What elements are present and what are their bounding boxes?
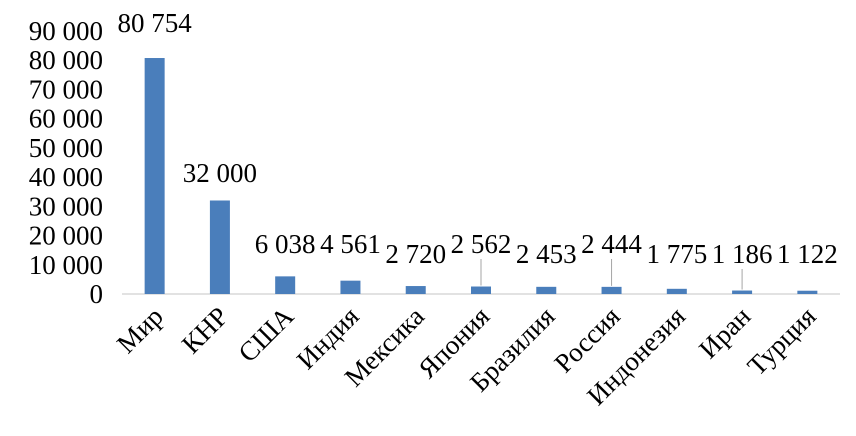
data-label: 1 775 bbox=[646, 239, 707, 269]
leader-lines-group bbox=[480, 259, 743, 290]
bar bbox=[536, 286, 557, 294]
bar bbox=[797, 290, 818, 294]
category-label: Турция bbox=[741, 301, 821, 381]
y-tick-label: 0 bbox=[90, 279, 104, 309]
y-tick-label: 60 000 bbox=[29, 104, 103, 134]
data-labels-group: 80 754 32 000 6 038 4 561 2 720 2 562 2 453 2 4… bbox=[118, 8, 838, 269]
bar bbox=[405, 286, 426, 294]
y-tick-label: 70 000 bbox=[29, 74, 103, 104]
data-label: 6 038 bbox=[255, 229, 316, 259]
y-tick-label: 20 000 bbox=[29, 221, 103, 251]
bar bbox=[732, 290, 753, 294]
bars-group bbox=[144, 58, 818, 294]
y-tick-label: 80 000 bbox=[29, 45, 103, 75]
y-tick-label: 30 000 bbox=[29, 191, 103, 221]
category-label: КНР bbox=[176, 301, 234, 359]
bar bbox=[275, 276, 296, 294]
data-label: 2 453 bbox=[516, 239, 577, 269]
data-label: 32 000 bbox=[183, 158, 257, 188]
category-label: США bbox=[232, 301, 299, 368]
data-label: 2 720 bbox=[385, 239, 446, 269]
data-label: 4 561 bbox=[320, 229, 381, 259]
data-label: 1 122 bbox=[777, 239, 838, 269]
y-tick-label: 40 000 bbox=[29, 162, 103, 192]
y-tick-label: 90 000 bbox=[29, 16, 103, 46]
bar bbox=[340, 280, 361, 294]
data-label: 80 754 bbox=[118, 8, 193, 38]
bar bbox=[144, 58, 165, 294]
data-label: 2 562 bbox=[451, 229, 512, 259]
bar bbox=[471, 286, 491, 294]
data-label: 2 444 bbox=[581, 229, 642, 259]
category-labels-group: Мир КНРСШАИндияМексикаЯпонияБразилияРосси… bbox=[111, 301, 822, 411]
bar bbox=[666, 288, 687, 294]
y-tick-label: 10 000 bbox=[29, 250, 103, 280]
data-label: 1 186 bbox=[712, 239, 773, 269]
y-tick-label: 50 000 bbox=[29, 133, 103, 163]
bar bbox=[601, 286, 622, 294]
bar bbox=[209, 200, 230, 294]
category-label: Мир bbox=[111, 301, 169, 359]
